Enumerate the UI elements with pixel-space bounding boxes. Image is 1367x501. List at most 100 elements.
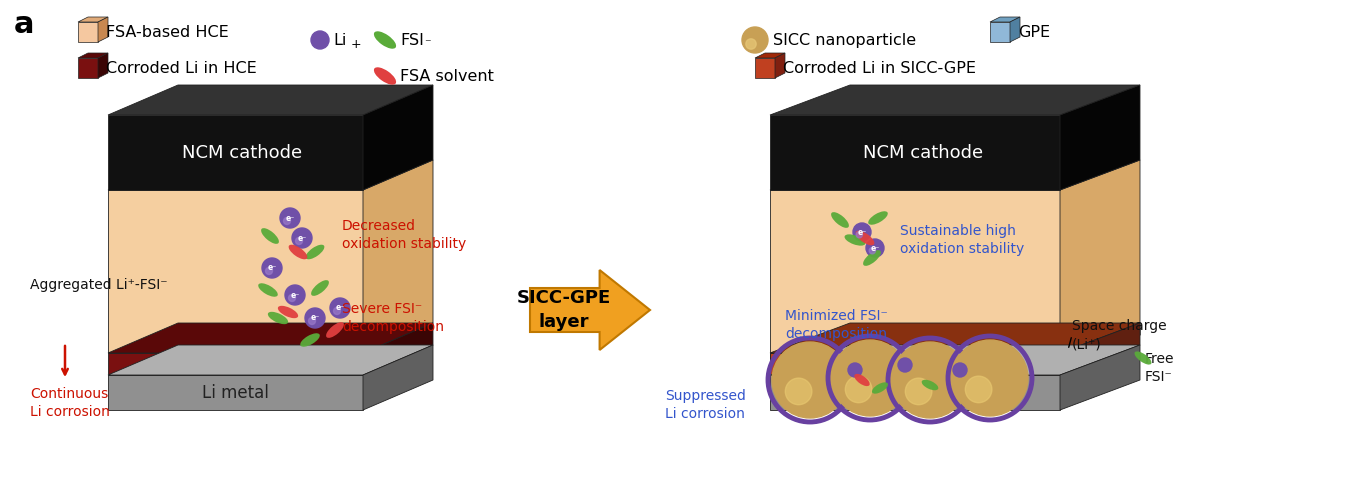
Polygon shape xyxy=(990,17,1020,22)
Circle shape xyxy=(288,295,295,302)
Ellipse shape xyxy=(921,380,938,390)
Polygon shape xyxy=(108,345,433,375)
Polygon shape xyxy=(770,375,1059,410)
Text: Continuous
Li corrosion: Continuous Li corrosion xyxy=(30,387,109,419)
Ellipse shape xyxy=(312,280,329,296)
Text: e⁻: e⁻ xyxy=(268,264,276,273)
Text: Severe FSI⁻
decomposition: Severe FSI⁻ decomposition xyxy=(342,302,444,334)
Polygon shape xyxy=(770,190,1059,365)
Text: a: a xyxy=(14,10,34,39)
Polygon shape xyxy=(364,160,433,353)
Ellipse shape xyxy=(261,228,279,244)
Polygon shape xyxy=(108,323,433,353)
Text: e⁻: e⁻ xyxy=(871,243,879,253)
Text: Free
FSI⁻: Free FSI⁻ xyxy=(1146,352,1174,384)
Ellipse shape xyxy=(872,382,889,394)
Polygon shape xyxy=(364,345,433,410)
Polygon shape xyxy=(108,375,364,410)
Text: +: + xyxy=(351,38,362,51)
Polygon shape xyxy=(530,270,649,350)
Text: Corroded Li in HCE: Corroded Li in HCE xyxy=(107,61,257,76)
Circle shape xyxy=(905,378,932,405)
Text: e⁻: e⁻ xyxy=(286,213,295,222)
Polygon shape xyxy=(78,58,98,78)
Polygon shape xyxy=(98,17,108,42)
Polygon shape xyxy=(1059,323,1140,365)
Ellipse shape xyxy=(288,244,308,260)
Circle shape xyxy=(833,340,908,416)
Polygon shape xyxy=(770,323,1140,353)
Circle shape xyxy=(867,239,884,257)
Circle shape xyxy=(845,376,872,403)
Circle shape xyxy=(283,217,291,224)
Polygon shape xyxy=(1010,17,1020,42)
Circle shape xyxy=(265,268,272,275)
Ellipse shape xyxy=(327,322,344,338)
Circle shape xyxy=(856,231,863,238)
Circle shape xyxy=(284,285,305,305)
Text: NCM cathode: NCM cathode xyxy=(182,143,302,161)
Ellipse shape xyxy=(863,250,880,266)
Polygon shape xyxy=(364,85,433,190)
Text: e⁻: e⁻ xyxy=(335,304,344,313)
Text: ⁻: ⁻ xyxy=(424,38,431,51)
Text: e⁻: e⁻ xyxy=(310,314,320,323)
Polygon shape xyxy=(108,115,364,190)
Circle shape xyxy=(869,247,875,254)
Circle shape xyxy=(746,39,756,49)
Text: FSI: FSI xyxy=(401,33,424,48)
Ellipse shape xyxy=(845,234,865,245)
Polygon shape xyxy=(990,22,1010,42)
Text: e⁻: e⁻ xyxy=(298,233,306,242)
Circle shape xyxy=(334,308,340,315)
Polygon shape xyxy=(770,160,1140,190)
Polygon shape xyxy=(770,353,1059,375)
Ellipse shape xyxy=(1135,351,1151,365)
Polygon shape xyxy=(1059,345,1140,410)
Ellipse shape xyxy=(301,333,320,347)
Ellipse shape xyxy=(854,374,869,386)
Text: Decreased
oxidation stability: Decreased oxidation stability xyxy=(342,219,466,251)
Ellipse shape xyxy=(258,283,278,297)
Polygon shape xyxy=(1059,323,1140,375)
Polygon shape xyxy=(98,53,108,78)
Circle shape xyxy=(893,342,968,418)
Ellipse shape xyxy=(375,31,396,49)
Text: Sustainable high
oxidation stability: Sustainable high oxidation stability xyxy=(899,224,1024,256)
Polygon shape xyxy=(78,22,98,42)
Circle shape xyxy=(951,340,1028,416)
Text: Suppressed
Li corrosion: Suppressed Li corrosion xyxy=(664,389,746,421)
Circle shape xyxy=(742,27,768,53)
Ellipse shape xyxy=(856,230,875,245)
Polygon shape xyxy=(770,353,1059,365)
Polygon shape xyxy=(770,85,1140,115)
Circle shape xyxy=(262,258,282,278)
Circle shape xyxy=(785,378,812,405)
Text: e⁻: e⁻ xyxy=(857,227,867,236)
Ellipse shape xyxy=(868,211,887,225)
Polygon shape xyxy=(108,160,433,190)
Text: GPE: GPE xyxy=(1018,25,1050,40)
Polygon shape xyxy=(78,53,108,58)
Circle shape xyxy=(280,208,299,228)
Text: Minimized FSI⁻
decomposition: Minimized FSI⁻ decomposition xyxy=(785,309,889,341)
Ellipse shape xyxy=(375,67,396,85)
Text: Li: Li xyxy=(334,33,346,48)
Circle shape xyxy=(953,363,966,377)
Polygon shape xyxy=(1059,160,1140,365)
Polygon shape xyxy=(755,53,785,58)
Text: SICC nanoparticle: SICC nanoparticle xyxy=(772,33,916,48)
Ellipse shape xyxy=(831,212,849,228)
Circle shape xyxy=(965,376,992,403)
Text: Space charge
(Li⁺): Space charge (Li⁺) xyxy=(1072,319,1166,351)
Circle shape xyxy=(329,298,350,318)
Polygon shape xyxy=(108,190,364,353)
Text: Corroded Li in SICC-GPE: Corroded Li in SICC-GPE xyxy=(783,61,976,76)
Circle shape xyxy=(312,31,329,49)
Polygon shape xyxy=(108,353,364,375)
Circle shape xyxy=(772,342,848,418)
Text: Aggregated Li⁺-FSI⁻: Aggregated Li⁺-FSI⁻ xyxy=(30,278,168,292)
Polygon shape xyxy=(364,323,433,375)
Ellipse shape xyxy=(306,244,324,260)
Text: SICC-GPE
layer: SICC-GPE layer xyxy=(517,289,611,331)
